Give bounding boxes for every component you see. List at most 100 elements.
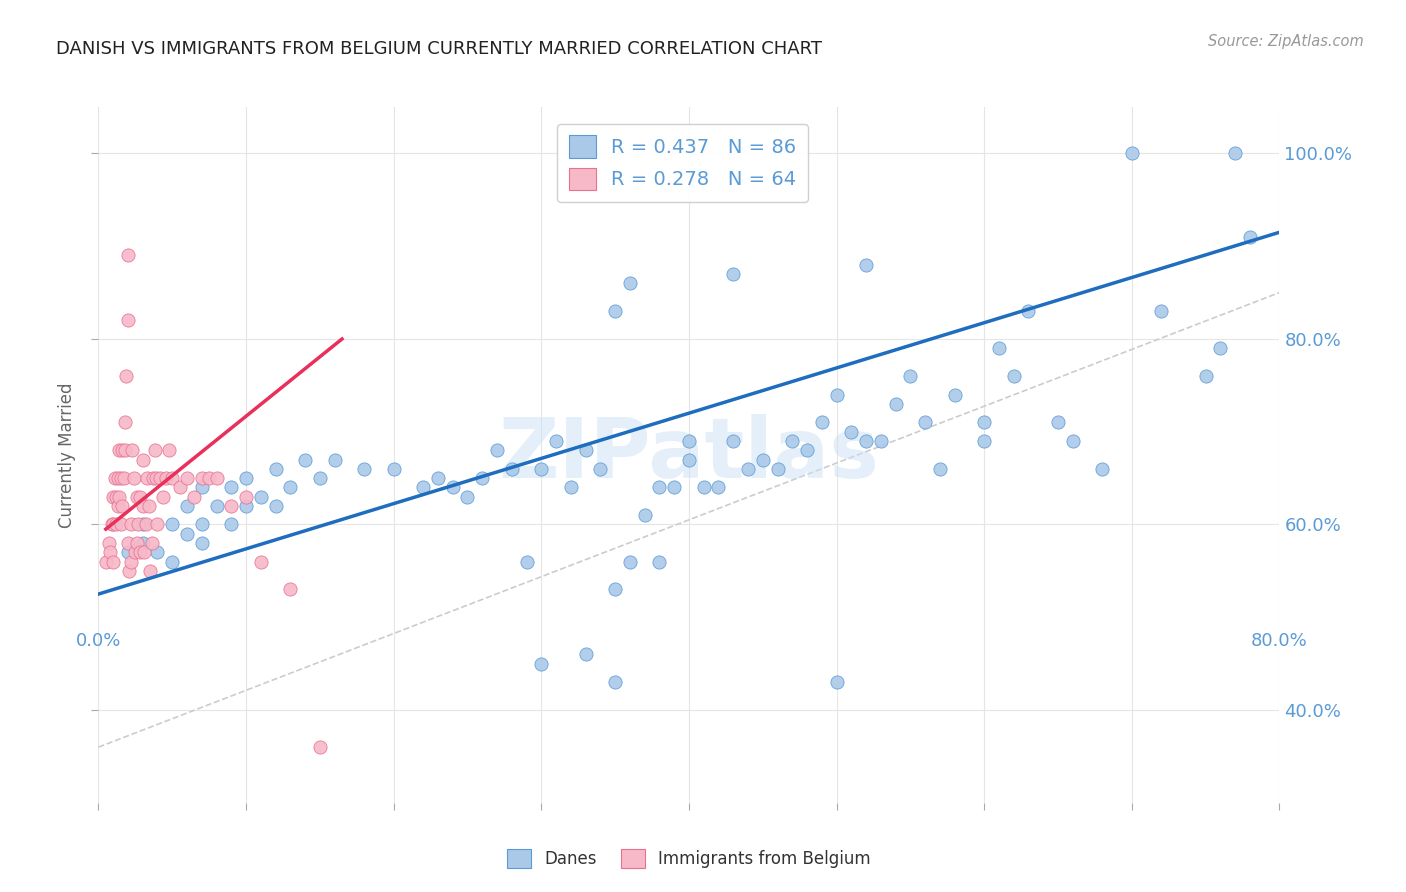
Point (589, 462, 612, 476)
Point (353, 462, 375, 476)
Point (132, 452, 155, 467)
Point (309, 471, 332, 485)
Point (1091, 462, 1114, 476)
Point (516, 555, 538, 569)
Point (294, 452, 316, 467)
Point (135, 517, 157, 532)
Point (191, 471, 214, 485)
Point (309, 740, 332, 755)
Point (132, 536, 155, 550)
Point (98, 545, 121, 559)
Point (575, 443, 598, 458)
Point (191, 517, 214, 532)
Point (988, 341, 1011, 355)
Point (280, 582, 302, 597)
Point (648, 480, 671, 494)
Point (162, 517, 183, 532)
Point (138, 499, 160, 513)
Point (870, 434, 893, 448)
Point (855, 258, 877, 272)
Point (782, 434, 804, 448)
Point (112, 471, 135, 485)
Text: Source: ZipAtlas.com: Source: ZipAtlas.com (1208, 34, 1364, 49)
Point (127, 517, 149, 532)
Point (486, 443, 509, 458)
Point (264, 499, 287, 513)
Point (605, 582, 627, 597)
Point (605, 304, 627, 318)
Point (1046, 416, 1070, 430)
Point (191, 480, 214, 494)
Point (929, 462, 952, 476)
Point (105, 517, 128, 532)
Point (723, 434, 745, 448)
Point (108, 490, 131, 504)
Point (412, 480, 434, 494)
Point (176, 499, 198, 513)
Point (914, 416, 936, 430)
Point (143, 443, 166, 458)
Point (264, 462, 287, 476)
Point (103, 517, 125, 532)
Point (128, 490, 150, 504)
Point (634, 508, 657, 523)
Point (191, 536, 214, 550)
Point (648, 555, 671, 569)
Point (162, 471, 183, 485)
Point (737, 462, 759, 476)
Point (125, 490, 148, 504)
Point (146, 545, 169, 559)
Point (841, 425, 863, 439)
Y-axis label: Currently Married: Currently Married (58, 382, 76, 528)
Point (110, 517, 132, 532)
Point (752, 452, 775, 467)
Point (1239, 230, 1261, 244)
Point (221, 480, 243, 494)
Point (501, 462, 523, 476)
Point (124, 545, 146, 559)
Point (115, 369, 138, 384)
Point (619, 277, 641, 291)
Point (441, 480, 464, 494)
Point (235, 490, 257, 504)
Point (125, 536, 148, 550)
Point (1121, 146, 1143, 161)
Point (707, 480, 730, 494)
Point (323, 452, 346, 467)
Point (693, 480, 716, 494)
Point (235, 471, 257, 485)
Point (139, 564, 162, 578)
Point (122, 471, 145, 485)
Point (1062, 434, 1084, 448)
Point (825, 675, 848, 690)
Point (678, 452, 700, 467)
Point (120, 555, 142, 569)
Point (280, 480, 302, 494)
Text: ZIPatlas: ZIPatlas (499, 415, 879, 495)
Point (136, 471, 159, 485)
Point (117, 536, 139, 550)
Point (103, 555, 125, 569)
Point (155, 471, 177, 485)
Text: 80.0%: 80.0% (1251, 632, 1308, 650)
Point (427, 471, 450, 485)
Point (723, 267, 745, 281)
Point (145, 471, 167, 485)
Point (855, 434, 877, 448)
Point (157, 443, 180, 458)
Text: DANISH VS IMMIGRANTS FROM BELGIUM CURRENTLY MARRIED CORRELATION CHART: DANISH VS IMMIGRANTS FROM BELGIUM CURREN… (56, 40, 823, 58)
Point (796, 443, 818, 458)
Point (141, 536, 163, 550)
Point (169, 480, 191, 494)
Point (107, 471, 129, 485)
Point (110, 471, 132, 485)
Point (1195, 369, 1218, 384)
Point (1209, 341, 1232, 355)
Point (114, 416, 136, 430)
Point (973, 434, 995, 448)
Point (560, 480, 582, 494)
Point (117, 545, 139, 559)
Point (198, 471, 221, 485)
Point (205, 471, 228, 485)
Point (664, 480, 686, 494)
